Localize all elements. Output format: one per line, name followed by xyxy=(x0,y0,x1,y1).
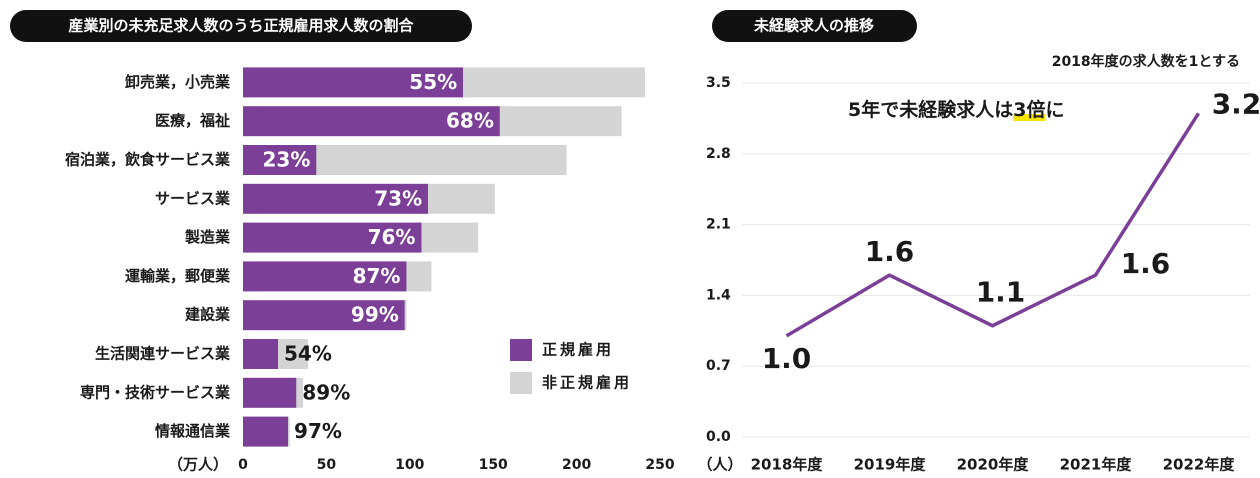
bar-segment xyxy=(243,183,429,214)
chart-title: 産業別の未充足求人数のうち正規雇用求人数の割合 xyxy=(68,17,414,35)
bar-segment xyxy=(288,416,290,447)
share-label: 97% xyxy=(294,419,342,443)
y-tick-label: 医療，福祉 xyxy=(155,112,230,130)
x-tick-label: 50 xyxy=(317,457,337,473)
y-tick-label: 製造業 xyxy=(184,228,231,246)
share-label: 54% xyxy=(284,342,332,366)
share-label: 99% xyxy=(351,303,399,327)
bar-segment xyxy=(243,416,289,447)
data-label: 1.0 xyxy=(762,342,812,375)
x-tick-label: 2022年度 xyxy=(1163,456,1236,474)
legend-swatch xyxy=(510,339,532,361)
x-tick-label: 200 xyxy=(562,457,591,473)
y-tick-label: 2.1 xyxy=(706,217,731,233)
share-label: 73% xyxy=(374,186,422,210)
y-tick-label: 専門・技術サービス業 xyxy=(80,383,231,401)
bar-segment xyxy=(463,67,645,98)
bar-segment xyxy=(243,222,422,253)
share-label: 23% xyxy=(263,148,311,172)
x-tick-label: 2020年度 xyxy=(957,456,1030,474)
legend-label: 正規雇用 xyxy=(542,341,614,359)
x-tick-label: 100 xyxy=(395,457,424,473)
y-axis-label: （人） xyxy=(697,456,742,474)
y-tick-label: 宿泊業，飲食サービス業 xyxy=(65,151,231,169)
bar-segment xyxy=(243,145,317,175)
bar-segment xyxy=(243,339,279,369)
x-tick-label: 2019年度 xyxy=(854,456,927,474)
y-tick-label: 建設業 xyxy=(185,306,231,324)
bar-segment xyxy=(296,377,304,408)
share-label: 76% xyxy=(368,225,416,249)
y-tick-label: 0.7 xyxy=(706,358,731,374)
x-tick-label: 250 xyxy=(645,457,674,473)
title-pill xyxy=(10,10,472,42)
y-tick-label: サービス業 xyxy=(155,189,231,207)
share-label: 55% xyxy=(409,70,457,94)
y-tick-label: 0.0 xyxy=(706,429,731,445)
y-tick-label: 運輸業，郵便業 xyxy=(125,267,231,285)
data-label: 1.1 xyxy=(976,276,1026,309)
data-label: 1.6 xyxy=(1121,247,1171,280)
bar-segment xyxy=(243,261,407,292)
share-label: 89% xyxy=(302,380,350,404)
bar-segment xyxy=(499,106,622,137)
legend-label: 非正規雇用 xyxy=(542,374,632,392)
subtitle: 2018年度の求人数を1とする xyxy=(1052,53,1240,70)
y-tick-label: 3.5 xyxy=(706,75,731,91)
bar-segment xyxy=(243,106,500,137)
data-label: 1.6 xyxy=(865,235,915,268)
legend-swatch xyxy=(510,372,532,394)
y-tick-label: 2.8 xyxy=(706,146,731,162)
x-tick-label: 2018年度 xyxy=(751,456,824,474)
bar-segment xyxy=(243,300,405,331)
bar-segment xyxy=(243,377,297,408)
bar-segment xyxy=(406,261,432,292)
chart-title: 未経験求人の推移 xyxy=(753,17,874,35)
y-tick-label: 1.4 xyxy=(706,287,731,303)
bar-segment xyxy=(243,67,464,98)
data-label: 3.2 xyxy=(1212,87,1260,120)
y-tick-label: 情報通信業 xyxy=(155,422,231,440)
bar-segment xyxy=(428,183,495,214)
title-pill xyxy=(712,10,917,42)
x-tick-label: 150 xyxy=(479,457,508,473)
annotation-part: に xyxy=(1045,99,1064,121)
x-tick-label: 0 xyxy=(238,457,248,473)
annotation: 5年で未経験求人は3倍に xyxy=(848,98,1064,121)
annotation-part: 5年で未経験求人は xyxy=(848,98,1013,121)
y-tick-label: 生活関連サービス業 xyxy=(95,345,231,363)
share-label: 87% xyxy=(353,264,401,288)
x-tick-label: 2021年度 xyxy=(1060,456,1133,474)
y-tick-label: 卸売業，小売業 xyxy=(125,73,231,91)
annotation-part: 3倍 xyxy=(1013,98,1045,121)
bar-segment xyxy=(404,300,407,331)
x-axis-label: （万人） xyxy=(168,456,228,474)
highlight xyxy=(1013,114,1046,121)
bar-segment xyxy=(278,339,309,369)
line xyxy=(785,112,1200,338)
share-label: 68% xyxy=(446,109,494,133)
bar-segment xyxy=(421,222,479,253)
bar-segment xyxy=(316,145,567,175)
